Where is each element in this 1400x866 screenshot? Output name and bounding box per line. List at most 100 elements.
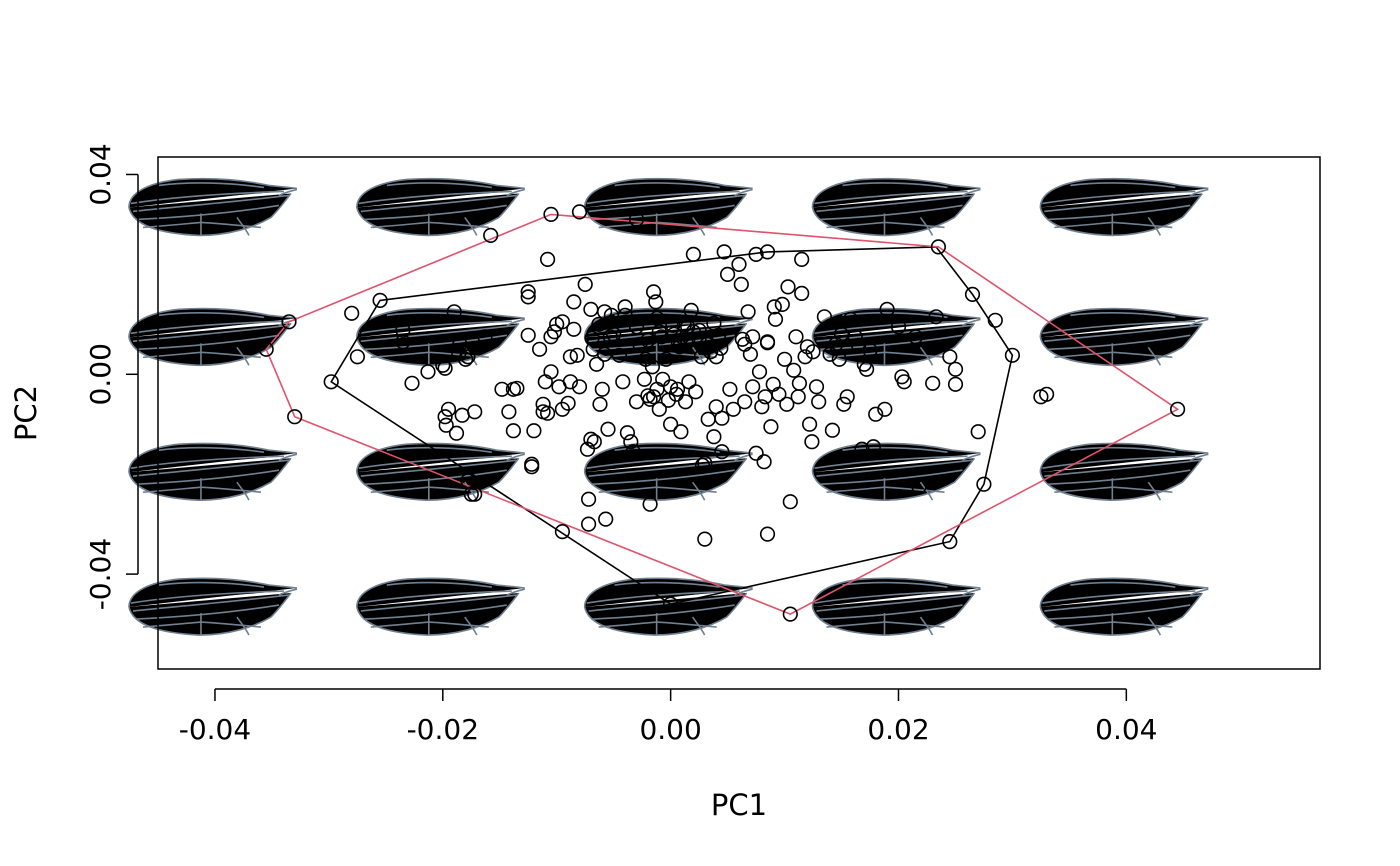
wing-outline-r0-c3 (811, 177, 982, 237)
point-127 (702, 344, 719, 360)
point-223 (598, 511, 614, 527)
wing-outline-r3-c2 (583, 577, 754, 636)
point-17 (448, 425, 465, 441)
point-83 (628, 319, 645, 335)
point-35 (520, 327, 536, 343)
y-tick-label-2: 0.04 (84, 143, 117, 205)
point-126 (700, 411, 716, 427)
plot-frame (157, 156, 1321, 670)
wing-outline-r1-c4 (1039, 307, 1210, 367)
point-150 (748, 445, 764, 461)
point-189 (854, 441, 870, 457)
point-71 (600, 421, 616, 437)
point-9 (404, 375, 420, 391)
point-173 (799, 339, 816, 355)
point-3 (323, 374, 339, 390)
point-185 (839, 389, 855, 405)
point-96 (651, 401, 667, 417)
point-172 (797, 349, 813, 365)
point-161 (771, 386, 787, 402)
point-184 (836, 396, 852, 412)
point-43 (539, 405, 556, 421)
point-151 (751, 364, 768, 380)
wing-outline-r3-c1 (356, 577, 526, 636)
point-16 (446, 304, 462, 320)
point-119 (688, 384, 704, 400)
wing-outline-r2-c4 (1039, 442, 1210, 501)
point-57 (571, 379, 588, 395)
point-59 (577, 276, 593, 293)
point-101 (658, 351, 674, 367)
point-206 (947, 361, 964, 377)
point-160 (767, 311, 784, 327)
point-215 (1169, 401, 1186, 417)
point-29 (501, 404, 517, 420)
point-18 (452, 336, 468, 352)
point-216 (463, 486, 479, 502)
point-87 (640, 332, 656, 348)
point-230 (759, 244, 776, 260)
wing-outline-r1-c1 (356, 307, 526, 367)
point-24 (467, 486, 483, 502)
point-95 (649, 381, 665, 397)
point-37 (524, 459, 540, 475)
point-149 (748, 246, 764, 262)
point-229 (685, 246, 702, 262)
point-84 (632, 336, 648, 352)
point-186 (842, 311, 859, 327)
point-137 (719, 266, 736, 283)
point-197 (890, 319, 907, 335)
point-78 (617, 299, 633, 315)
point-179 (816, 309, 833, 325)
wing-outline-r0-c4 (1039, 177, 1210, 237)
point-120 (691, 331, 707, 347)
wing-outline-r0-c1 (356, 177, 526, 237)
point-207 (947, 376, 964, 392)
point-99 (655, 371, 671, 387)
point-217 (662, 596, 679, 612)
point-121 (691, 322, 707, 338)
point-168 (788, 329, 804, 345)
x-tick-label-2: 0.00 (639, 713, 701, 746)
point-212 (1004, 347, 1021, 363)
point-195 (877, 401, 893, 417)
point-92 (645, 389, 662, 405)
point-10 (420, 364, 436, 380)
point-40 (535, 396, 551, 412)
point-164 (779, 396, 795, 412)
point-31 (509, 380, 525, 396)
point-232 (591, 316, 607, 332)
point-125 (699, 336, 715, 352)
point-85 (636, 371, 653, 387)
wing-outline-r3-c3 (811, 577, 982, 636)
point-177 (808, 379, 825, 395)
data-points (258, 204, 1186, 622)
point-90 (644, 359, 661, 375)
point-34 (520, 284, 536, 300)
point-139 (725, 401, 741, 417)
point-122 (693, 349, 710, 365)
point-117 (683, 302, 699, 319)
x-tick-label-1: -0.02 (407, 713, 479, 746)
point-89 (642, 391, 658, 407)
point-2 (287, 409, 303, 425)
point-138 (722, 381, 738, 397)
point-133 (713, 340, 729, 356)
point-165 (780, 279, 796, 295)
y-tick-label-1: 0.00 (84, 343, 117, 405)
point-63 (584, 330, 600, 346)
point-136 (716, 244, 732, 260)
x-tick-label-3: 0.02 (867, 713, 929, 746)
point-105 (665, 317, 681, 333)
point-44 (539, 251, 556, 267)
wing-outline-r2-c3 (811, 442, 982, 501)
point-193 (865, 439, 882, 455)
wing-outline-r3-c4 (1039, 577, 1210, 636)
point-106 (666, 326, 682, 342)
point-135 (714, 444, 730, 460)
point-115 (680, 332, 696, 348)
point-222 (580, 516, 597, 532)
point-147 (745, 329, 761, 345)
point-199 (896, 374, 912, 390)
